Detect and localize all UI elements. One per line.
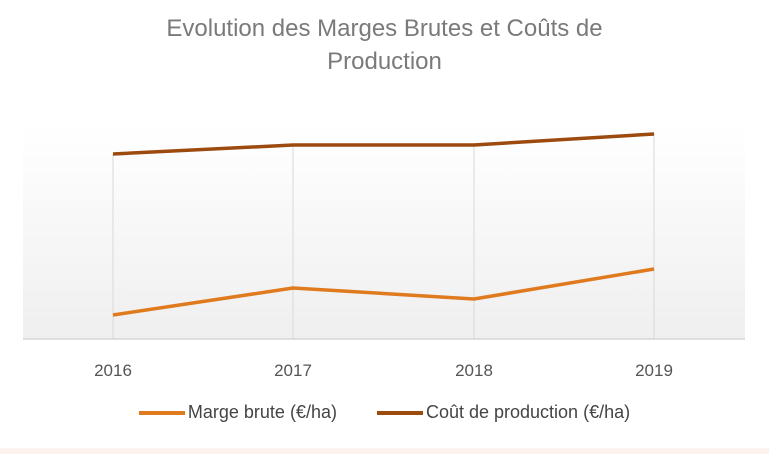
- bottom-strip: [0, 448, 769, 454]
- line-chart: 2016 2017 2018 2019: [23, 125, 745, 380]
- legend-label-cout-production: Coût de production (€/ha): [425, 402, 631, 422]
- legend-label-marge-brute: Marge brute (€/ha): [187, 402, 337, 422]
- legend-swatch-cout-production: [376, 410, 423, 415]
- legend-item-marge-brute: Marge brute (€/ha): [138, 402, 337, 423]
- chart-title: Evolution des Marges Brutes et Coûts de …: [0, 12, 769, 78]
- legend: Marge brute (€/ha) Coût de production (€…: [0, 402, 769, 423]
- chart-title-line-2: Production: [327, 48, 442, 75]
- chart-title-line-1: Evolution des Marges Brutes et Coûts de: [166, 15, 603, 42]
- legend-swatch-marge-brute: [138, 410, 185, 415]
- x-tick-label-2016: 2016: [94, 361, 132, 380]
- x-tick-label-2017: 2017: [274, 361, 312, 380]
- plot-area: [23, 125, 745, 339]
- series-line-0: [112, 267, 655, 317]
- series-line-1: [112, 132, 655, 156]
- x-tick-label-2019: 2019: [635, 361, 673, 380]
- x-tick-label-2018: 2018: [455, 361, 493, 380]
- legend-item-cout-production: Coût de production (€/ha): [376, 402, 631, 423]
